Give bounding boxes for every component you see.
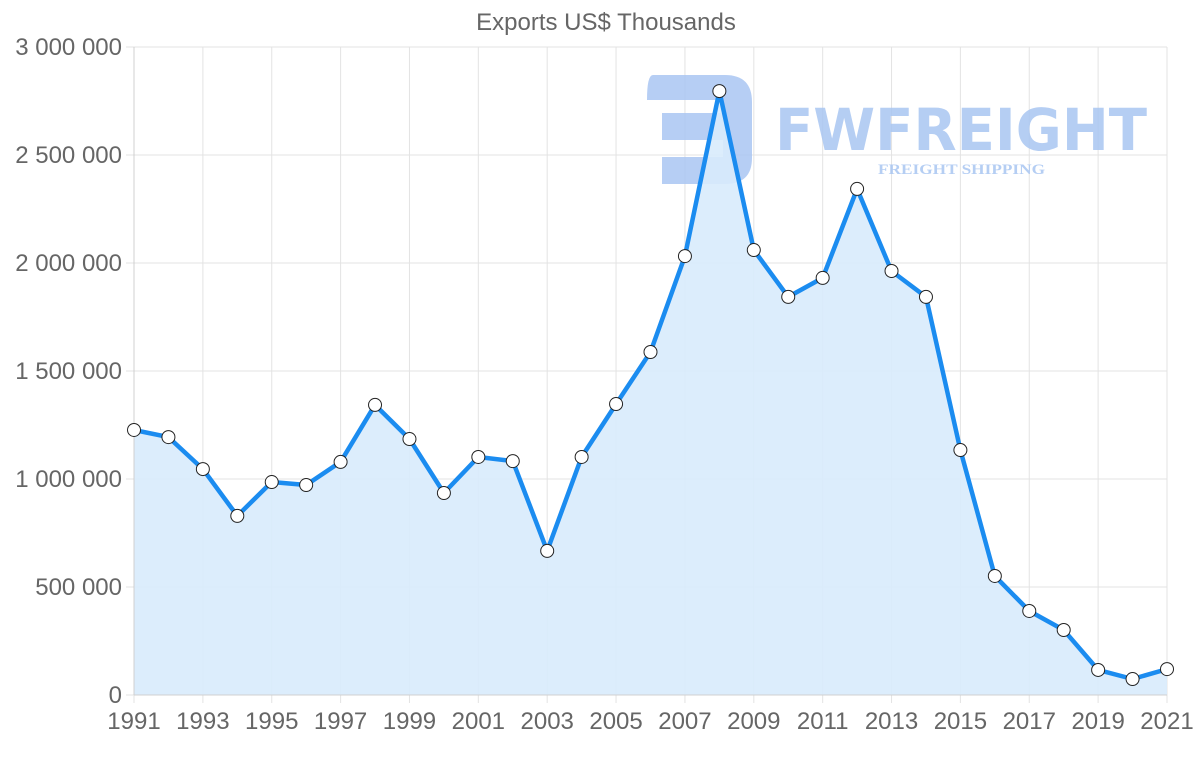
x-tick-label: 2007 bbox=[658, 708, 711, 735]
x-tick-label: 2021 bbox=[1140, 708, 1193, 735]
series-area bbox=[134, 91, 1167, 696]
data-point-2002[interactable]: 2002: 1083000 bbox=[505, 454, 520, 469]
data-point-2006[interactable]: 2006: 1588000 bbox=[643, 344, 658, 359]
data-point-2011[interactable]: 2011: 1931000 bbox=[815, 270, 830, 285]
data-point-1995[interactable]: 1995: 986000 bbox=[264, 475, 279, 490]
x-tick-label: 1993 bbox=[176, 708, 229, 735]
data-point-2012[interactable]: 2012: 2343000 bbox=[850, 181, 865, 196]
data-point-2009[interactable]: 2009: 2060000 bbox=[746, 243, 761, 258]
y-tick-label: 2 000 000 bbox=[15, 250, 122, 277]
data-point-2001[interactable]: 2001: 1102000 bbox=[471, 449, 486, 464]
data-point-2007[interactable]: 2007: 2032000 bbox=[677, 249, 692, 264]
data-point-2020[interactable]: 2020: 74000 bbox=[1125, 672, 1140, 687]
x-tick-label: 1991 bbox=[107, 708, 160, 735]
y-tick-label: 1 500 000 bbox=[15, 358, 122, 385]
x-tick-label: 2003 bbox=[521, 708, 574, 735]
data-point-2005[interactable]: 2005: 1347000 bbox=[609, 397, 624, 412]
x-tick-label: 2013 bbox=[865, 708, 918, 735]
data-point-1999[interactable]: 1999: 1185000 bbox=[402, 432, 417, 447]
data-point-2004[interactable]: 2004: 1102000 bbox=[574, 449, 589, 464]
x-tick-label: 2001 bbox=[452, 708, 505, 735]
data-point-1993[interactable]: 1993: 1046000 bbox=[195, 462, 210, 477]
x-tick-label: 2011 bbox=[797, 708, 849, 735]
x-tick-label: 1997 bbox=[314, 708, 367, 735]
y-tick-label: 1 000 000 bbox=[15, 466, 122, 493]
data-point-2008[interactable]: 2008: 2796000 bbox=[712, 84, 727, 99]
x-tick-label: 2017 bbox=[1003, 708, 1056, 735]
data-point-2015[interactable]: 2015: 1134000 bbox=[953, 443, 968, 458]
data-point-2021[interactable]: 2021: 120000 bbox=[1160, 662, 1174, 677]
x-axis-ticks: 1991 1993 1995 1997 1999 2001 2003 2005 2007 2009… bbox=[107, 708, 1193, 735]
y-tick-label: 500 000 bbox=[35, 574, 122, 601]
data-point-2019[interactable]: 2019: 116000 bbox=[1091, 662, 1106, 677]
y-tick-label: 2 500 000 bbox=[15, 142, 122, 169]
x-tick-label: 1999 bbox=[383, 708, 436, 735]
data-point-2016[interactable]: 2016: 551000 bbox=[987, 568, 1002, 583]
data-point-2003[interactable]: 2003: 667000 bbox=[540, 543, 555, 558]
data-point-2014[interactable]: 2014: 1843000 bbox=[918, 289, 933, 304]
y-tick-label: 0 bbox=[109, 682, 122, 709]
y-axis-ticks: 0 500 000 1 000 000 1 500 000 2 000 000 2 500… bbox=[15, 34, 122, 709]
data-point-1991[interactable]: 1991: 1227000 bbox=[127, 422, 141, 437]
data-point-1998[interactable]: 1998: 1343000 bbox=[368, 397, 383, 412]
data-point-1996[interactable]: 1996: 972000 bbox=[299, 478, 314, 493]
data-points: 1991: 1227000 1992: 1194000 1993: 1046000 1… bbox=[127, 84, 1174, 687]
data-point-2017[interactable]: 2017: 389000 bbox=[1022, 603, 1037, 618]
data-point-2010[interactable]: 2010: 1843000 bbox=[781, 289, 796, 304]
watermark-brand: FWFREIGHT bbox=[775, 96, 1147, 164]
x-tick-label: 2009 bbox=[727, 708, 780, 735]
x-tick-label: 2005 bbox=[589, 708, 642, 735]
area-fill bbox=[134, 91, 1167, 696]
data-point-2013[interactable]: 2013: 1963000 bbox=[884, 263, 899, 278]
x-tick-label: 1995 bbox=[245, 708, 298, 735]
chart-title: Exports US$ Thousands bbox=[476, 9, 736, 36]
fwfreight-watermark: FWFREIGHT FREIGHT SHIPPING bbox=[647, 75, 1147, 184]
data-point-2018[interactable]: 2018: 301000 bbox=[1056, 622, 1071, 637]
data-point-1994[interactable]: 1994: 829000 bbox=[230, 508, 245, 523]
data-point-1992[interactable]: 1992: 1194000 bbox=[161, 430, 176, 445]
x-tick-label: 2019 bbox=[1071, 708, 1124, 735]
data-point-1997[interactable]: 1997: 1079000 bbox=[333, 454, 348, 469]
watermark-tagline: FREIGHT SHIPPING bbox=[878, 162, 1045, 178]
y-tick-label: 3 000 000 bbox=[15, 34, 122, 61]
x-tick-label: 2015 bbox=[934, 708, 987, 735]
axes bbox=[133, 47, 1167, 696]
